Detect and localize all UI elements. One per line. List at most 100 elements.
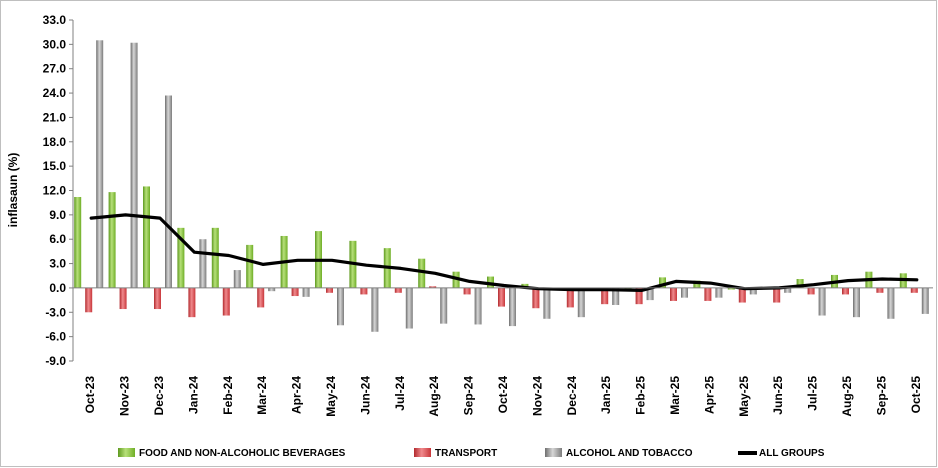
legend-label: TRANSPORT: [435, 448, 497, 459]
x-tick-label: Dec-24: [565, 376, 579, 416]
y-tick-label: 3.0: [49, 257, 66, 271]
bar: [498, 287, 505, 307]
bar: [670, 287, 677, 301]
y-tick-label: 6.0: [49, 232, 66, 246]
x-tick-label: Dec-23: [152, 376, 166, 416]
bar: [463, 287, 471, 295]
bar: [96, 40, 104, 288]
bar: [337, 287, 344, 326]
line-point: [675, 280, 677, 283]
axes: [72, 20, 933, 361]
y-tick-label: 27.0: [43, 62, 67, 76]
bar: [487, 276, 494, 288]
y-tick-label: 12.0: [43, 184, 67, 198]
legend-swatch: [545, 448, 562, 457]
bar: [601, 287, 609, 305]
bar: [257, 287, 265, 308]
bar: [635, 287, 643, 305]
y-tick-label: 15.0: [43, 159, 67, 173]
bar: [693, 280, 701, 288]
y-tick-label: -3.0: [45, 305, 66, 319]
bar: [154, 287, 161, 310]
y-axis-title-group: inflasaun (%): [6, 153, 20, 228]
bar: [773, 287, 781, 303]
line-point: [365, 264, 368, 266]
line-point: [124, 214, 127, 216]
x-tick-label: Aug-25: [840, 376, 854, 417]
bar: [818, 287, 826, 316]
y-tick-label: 18.0: [43, 135, 67, 149]
bar: [796, 278, 804, 288]
x-tick-label: Jul-24: [393, 376, 407, 411]
bar: [577, 287, 585, 318]
line-point: [640, 289, 643, 292]
bar: [876, 287, 884, 293]
bar: [405, 287, 413, 329]
bar: [749, 287, 757, 295]
line-point: [228, 254, 230, 257]
x-tick-label: Oct-24: [496, 376, 510, 414]
y-tick-label: -6.0: [45, 330, 66, 344]
bar: [681, 287, 688, 298]
bar: [612, 287, 620, 305]
line-point: [262, 263, 265, 266]
bar: [74, 196, 82, 288]
bar: [646, 287, 654, 301]
bar: [143, 186, 150, 288]
x-tick-label: Sep-24: [462, 376, 476, 416]
x-tick-label: Nov-23: [118, 376, 132, 416]
bar: [440, 287, 448, 324]
line-point: [331, 259, 333, 262]
legend-item: ALCOHOL AND TOBACCO: [545, 448, 693, 459]
line-point: [400, 267, 402, 270]
bar: [165, 95, 172, 288]
bar: [199, 239, 207, 288]
x-tick-label: Apr-24: [290, 376, 304, 414]
legend-label: ALCOHOL AND TOBACCO: [566, 448, 693, 459]
line-point: [709, 282, 712, 284]
y-tick-label: 24.0: [43, 86, 67, 100]
bar: [715, 287, 723, 298]
x-ticks: Oct-23 Nov-23 Dec-23 Jan-24 Feb-24 Mar-24 Apr-…: [83, 376, 923, 417]
x-tick-label: May-24: [324, 376, 338, 417]
y-tick-label: 21.0: [43, 110, 67, 124]
line-point: [606, 288, 608, 291]
y-tick-label: 33.0: [43, 13, 67, 27]
legend: FOOD AND NON-ALCOHOLIC BEVERAGES TRANSPOR…: [118, 448, 825, 459]
bar: [727, 287, 735, 290]
x-tick-label: Mar-25: [668, 376, 682, 415]
x-tick-label: Mar-24: [255, 376, 269, 415]
bar: [543, 287, 551, 319]
x-tick-label: Apr-25: [702, 376, 716, 414]
x-tick-label: Jun-25: [771, 376, 785, 415]
bar: [85, 287, 93, 313]
line-point: [90, 217, 92, 219]
bar: [360, 287, 368, 295]
line-point: [159, 217, 161, 219]
line-point: [812, 283, 815, 286]
legend-swatch: [738, 451, 757, 455]
bar: [222, 287, 230, 316]
bar: [887, 287, 895, 319]
legend-swatch: [118, 448, 135, 457]
line-point: [503, 284, 505, 287]
bar: [921, 287, 929, 314]
bar: [429, 286, 437, 288]
bar: [302, 287, 310, 297]
line-point: [881, 278, 884, 280]
bar: [371, 287, 379, 332]
y-axis-title: inflasaun (%): [6, 153, 20, 228]
line-point: [296, 259, 299, 262]
bar: [659, 277, 666, 288]
bar: [119, 287, 127, 310]
bar: [509, 287, 516, 327]
x-tick-label: Nov-24: [530, 376, 544, 416]
x-tick-label: Oct-23: [83, 376, 97, 414]
bar: [474, 287, 482, 325]
y-tick-label: 0.0: [49, 281, 66, 295]
x-tick-label: Sep-25: [874, 376, 888, 416]
line-point: [468, 280, 471, 283]
bar: [291, 287, 299, 297]
